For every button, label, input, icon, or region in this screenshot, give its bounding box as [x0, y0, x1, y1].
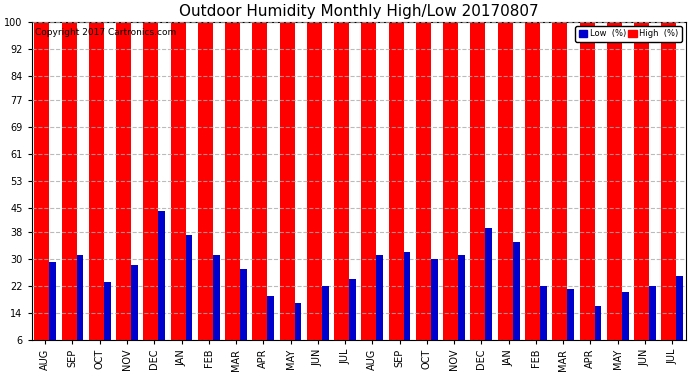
- Bar: [61, 22, 77, 360]
- Bar: [607, 22, 622, 360]
- Bar: [144, 22, 158, 360]
- Bar: [431, 259, 437, 360]
- Bar: [349, 279, 356, 360]
- Bar: [443, 22, 458, 360]
- Bar: [240, 269, 247, 360]
- Bar: [198, 22, 213, 360]
- Bar: [661, 22, 676, 360]
- Bar: [580, 22, 595, 360]
- Bar: [225, 22, 240, 360]
- Bar: [104, 282, 110, 360]
- Bar: [116, 22, 131, 360]
- Bar: [268, 296, 274, 360]
- Text: Copyright 2017 Cartronics.com: Copyright 2017 Cartronics.com: [34, 28, 176, 37]
- Bar: [540, 286, 546, 360]
- Bar: [158, 211, 165, 360]
- Bar: [34, 22, 49, 360]
- Bar: [497, 22, 513, 360]
- Bar: [416, 22, 431, 360]
- Bar: [525, 22, 540, 360]
- Bar: [377, 255, 383, 360]
- Bar: [89, 22, 104, 360]
- Bar: [649, 286, 656, 360]
- Bar: [567, 289, 574, 360]
- Bar: [486, 228, 492, 360]
- Bar: [622, 292, 629, 360]
- Bar: [307, 22, 322, 360]
- Bar: [513, 242, 520, 360]
- Bar: [471, 22, 486, 360]
- Bar: [170, 22, 186, 360]
- Bar: [186, 235, 193, 360]
- Bar: [634, 22, 649, 360]
- Bar: [458, 255, 465, 360]
- Bar: [279, 22, 295, 360]
- Bar: [253, 22, 268, 360]
- Bar: [388, 22, 404, 360]
- Bar: [322, 286, 328, 360]
- Bar: [334, 22, 349, 360]
- Bar: [77, 255, 83, 360]
- Bar: [552, 22, 567, 360]
- Legend: Low  (%), High  (%): Low (%), High (%): [575, 26, 682, 42]
- Bar: [295, 303, 302, 360]
- Bar: [49, 262, 56, 360]
- Bar: [213, 255, 219, 360]
- Title: Outdoor Humidity Monthly High/Low 20170807: Outdoor Humidity Monthly High/Low 201708…: [179, 4, 538, 19]
- Bar: [404, 252, 411, 360]
- Bar: [131, 266, 138, 360]
- Bar: [362, 22, 377, 360]
- Bar: [595, 306, 601, 360]
- Bar: [676, 276, 683, 360]
